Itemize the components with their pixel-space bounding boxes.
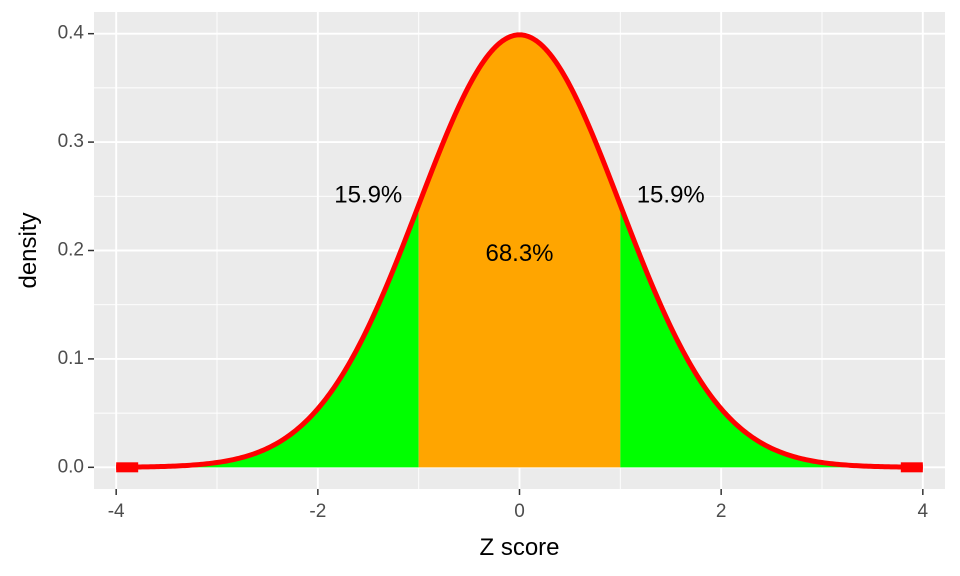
annotation-label: 15.9% — [637, 182, 705, 209]
x-tick-label: 2 — [716, 501, 727, 522]
x-tick-label: 4 — [918, 501, 929, 522]
y-axis-title: density — [15, 212, 42, 288]
x-tick-label: -2 — [309, 501, 326, 522]
shaded-regions — [116, 34, 923, 468]
y-axis: 0.0 0.1 0.2 0.3 0.4 — [58, 23, 94, 477]
y-tick-label: 0.1 — [58, 348, 84, 369]
x-tick-label: 0 — [514, 501, 525, 522]
region-right-tail — [620, 205, 923, 468]
annotations: 15.9% 68.3% 15.9% — [334, 182, 705, 268]
density-curve — [115, 32, 924, 470]
y-tick-label: 0.4 — [58, 23, 85, 44]
y-tick-label: 0.2 — [58, 240, 84, 261]
curve-end-left — [116, 462, 139, 473]
x-axis-title: Z score — [479, 534, 559, 561]
y-tick-label: 0.0 — [58, 456, 84, 477]
region-left-tail — [116, 205, 419, 468]
curve-end-right — [900, 462, 923, 473]
annotation-label: 15.9% — [334, 182, 402, 209]
x-axis: -4 -2 0 2 4 — [108, 489, 929, 522]
x-tick-label: -4 — [108, 501, 125, 522]
region-center — [418, 34, 621, 468]
annotation-label: 68.3% — [485, 240, 553, 267]
density-curve-group — [115, 32, 924, 473]
y-tick-label: 0.3 — [58, 131, 84, 152]
